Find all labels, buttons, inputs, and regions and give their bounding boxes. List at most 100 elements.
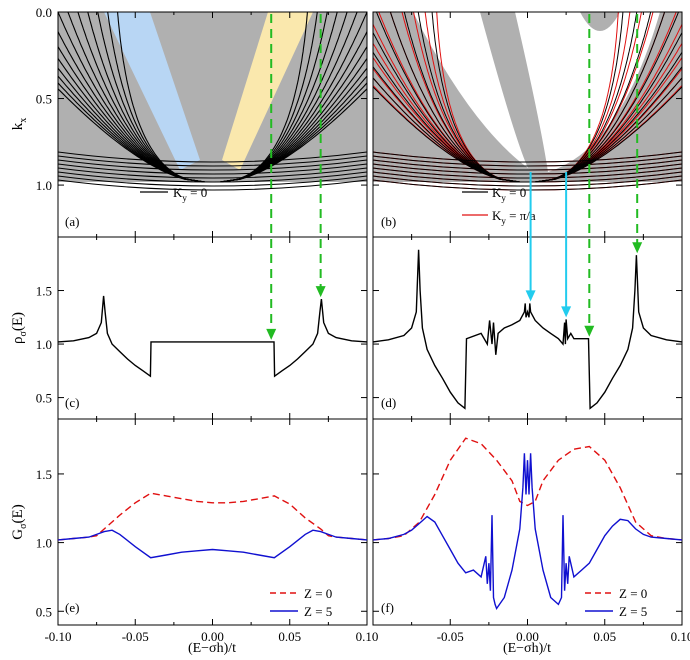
legend-e: Z = 0 Z = 5 [270,586,332,619]
subband-line-ky0 [220,12,358,183]
dos-curve-c [57,295,368,378]
legend-label-z0-e: Z = 0 [304,586,332,601]
dos-curve-d [372,249,683,410]
y-tick-label-e: 0.5 [36,604,52,619]
subband-line-kypi [424,12,520,183]
legend-label-ky0-b: Ky = 0 [492,185,526,203]
subband-line-ky0-b [373,163,682,175]
conductance-curve-e-0 [57,492,368,541]
white-gap-left [413,12,528,168]
subband-line-ky0 [58,82,205,183]
legend-f: Z = 0 Z = 5 [585,586,647,619]
subband-line-ky0-b [417,12,520,183]
subband-line-ky0-b [373,175,682,187]
conductance-curve-f-0 [372,437,683,541]
subband-line-ky0-b [373,171,682,183]
subband-line-kypi [535,42,682,183]
panel-label-c: (c) [65,395,79,410]
panel-label-a: (a) [65,214,79,229]
subband-line-ky0-b [373,31,520,183]
subband-line-ky0-b [535,51,682,183]
xlabel-left: (E−σh)/t [188,641,236,656]
legend-label-kypi: Ky = π/a [492,208,536,226]
subband-line-ky0 [220,45,367,183]
guide-arrow-head [632,242,643,254]
band-lines-ky0 [58,12,367,191]
xlabel-right: (E−σh)/t [503,641,551,656]
frame-c [57,236,368,420]
x-tick-label-f: 0.10 [671,629,690,644]
subband-line-ky0-b [403,12,520,183]
subband-line-ky0-b [373,155,682,167]
subband-line-ky0 [220,30,367,183]
y-tick-label-c: 1.0 [36,337,52,352]
legend-label-z0-f: Z = 0 [619,586,647,601]
subband-line-ky0 [58,57,205,183]
subband-line-ky0 [107,12,205,183]
subband-line-kypi [373,22,520,183]
subband-line-ky0-b [373,51,520,183]
y-tick-label-a: 0.5 [36,92,52,107]
continuum-region [58,12,367,182]
band-lines-ky0-b [373,12,682,191]
subband-line-ky0 [58,151,367,163]
guide-arrow-head [584,325,595,337]
subband-line-ky0-b [373,159,682,171]
subband-line-ky0-b [535,12,638,183]
subband-line-ky0 [58,75,205,183]
subband-line-ky0 [58,155,367,167]
subband-line-ky0-b [373,77,520,183]
panel-b: Ky = 0 Ky = π/a (b) [372,11,683,238]
x-tick-label-e: 0.00 [201,629,224,644]
guide-arrow-head [561,306,572,318]
subband-line-ky0 [220,82,367,183]
y-tick-label-e: 1.5 [36,467,52,482]
axis-ticks: -0.10 -0.05 0.00 0.05 0.10 -0.05 0.00 0.05 0.10 0… [36,5,690,644]
panel-label-d: (d) [381,395,396,410]
x-tick-label-e: 0.10 [356,629,379,644]
conductance-curve-e-1 [57,529,368,559]
subband-line-ky0 [58,45,205,183]
guide-arrow-head [315,286,326,298]
ylabel-rho: ρσ(E) [10,312,29,344]
yellow-shaded-region [222,12,313,170]
subband-line-ky0 [77,12,205,183]
subband-line-ky0 [220,12,338,183]
subband-line-ky0-b [373,151,682,163]
blue-shaded-region [104,12,200,170]
x-tick-label-e: -0.05 [122,629,149,644]
data-curves [57,249,683,611]
subband-line-ky0-b [373,179,682,191]
subband-line-ky0 [220,12,308,183]
subband-line-ky0-b [373,167,682,179]
subband-line-kypi [436,12,520,183]
subband-line-ky0-b [535,31,682,183]
guide-arrow-head [525,290,536,302]
panel-label-b: (b) [381,214,396,229]
subband-line-ky0-b [535,65,682,183]
x-tick-label-f: 0.00 [516,629,539,644]
y-tick-label-a: 1.0 [36,178,52,193]
subband-line-kypi [373,42,520,183]
y-tick-label-c: 0.5 [36,391,52,406]
subband-line-kypi [413,12,520,183]
subband-line-ky0-b [389,12,520,183]
guide-arrow-head [266,328,277,340]
conductance-curve-f-1 [372,453,683,611]
subband-line-ky0 [58,163,367,175]
legend-label-z5-f: Z = 5 [619,604,647,619]
ylabel-g: Gσ(E) [10,504,29,539]
subband-line-ky0-b [535,86,682,183]
subband-line-ky0 [58,159,367,171]
panel-a: Ky = 0 (a) [57,11,368,238]
subband-line-ky0-b [431,12,520,183]
subband-line-ky0 [58,179,367,191]
subband-line-kypi [535,56,682,183]
subband-line-kypi [535,12,631,183]
subband-line-ky0-b [376,12,520,183]
subband-line-kypi [535,12,619,183]
guide-arrows [266,14,643,340]
y-tick-label-e: 1.0 [36,536,52,551]
subband-line-ky0 [220,12,328,183]
